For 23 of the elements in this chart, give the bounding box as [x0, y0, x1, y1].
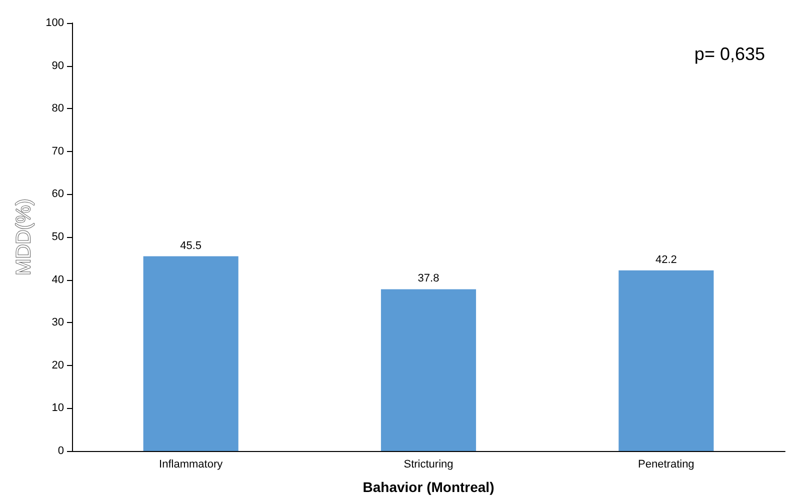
y-tick-label: 10	[52, 402, 64, 414]
y-tick-label: 0	[58, 445, 64, 457]
y-tick-label: 80	[52, 102, 64, 115]
y-tick-label: 60	[52, 188, 64, 200]
y-tick-label: 70	[52, 145, 64, 158]
y-tick-label: 90	[52, 60, 64, 72]
y-tick-label: 40	[52, 274, 64, 286]
x-tick-label: Inflammatory	[159, 458, 224, 470]
y-tick-label: 50	[52, 231, 64, 243]
y-tick-label: 30	[52, 316, 64, 329]
y-axis-title: MDD(%)	[13, 198, 36, 276]
x-tick-label: Penetrating	[638, 458, 694, 470]
data-label: 37.8	[418, 272, 440, 285]
x-axis-title: Bahavior (Montreal)	[362, 479, 494, 495]
y-tick-label: 20	[52, 359, 64, 372]
y-tick-label: 100	[46, 17, 64, 29]
bar	[143, 256, 238, 451]
bar	[380, 289, 476, 451]
data-label: 42.2	[655, 254, 677, 266]
annotation: p= 0,635	[694, 44, 766, 64]
bar	[618, 270, 714, 451]
x-tick-label: Stricturing	[404, 458, 454, 470]
data-label: 45.5	[180, 240, 202, 252]
